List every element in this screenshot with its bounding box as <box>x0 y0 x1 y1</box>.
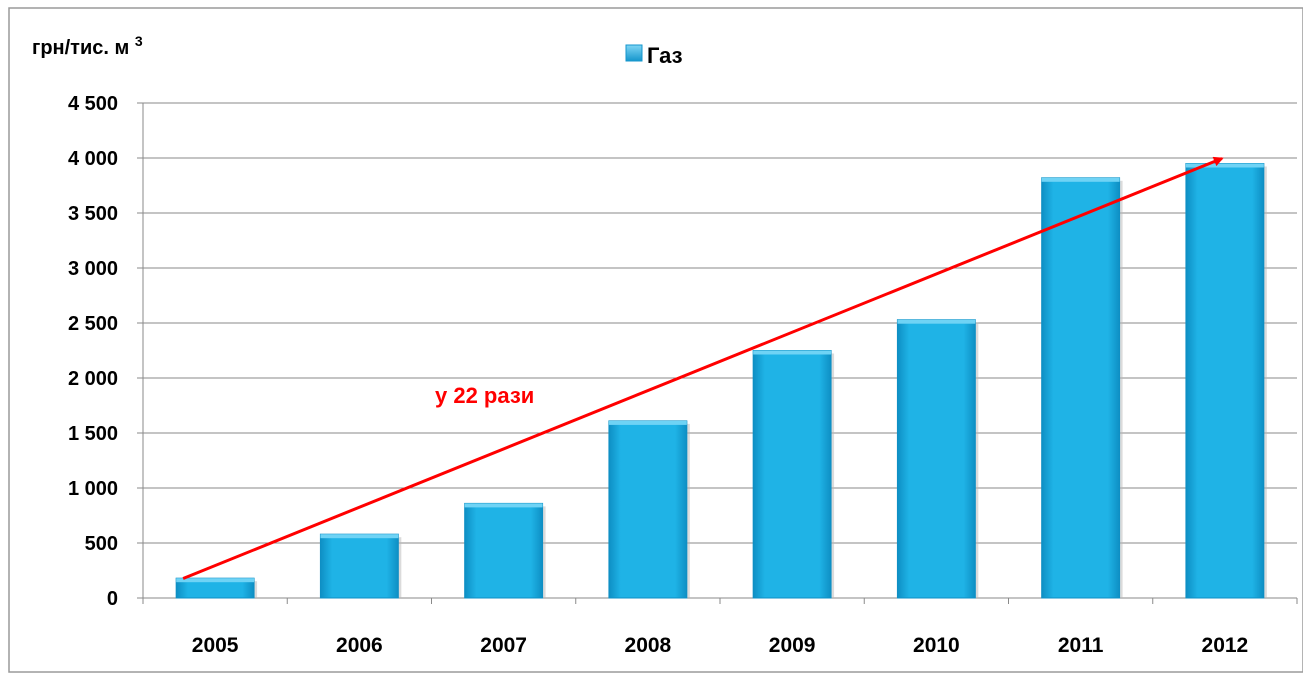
legend-swatch <box>625 44 643 62</box>
legend-label: Газ <box>647 43 683 68</box>
bar-2012 <box>1185 163 1265 599</box>
bar-2009 <box>752 350 832 599</box>
y-tick-label: 3 500 <box>68 203 118 225</box>
annotation-label: у 22 рази <box>435 383 534 408</box>
y-tick-label: 1 500 <box>68 423 118 445</box>
bar-2007 <box>464 502 544 599</box>
y-tick-label: 0 <box>107 588 118 610</box>
x-tick-label: 2008 <box>625 634 672 657</box>
x-tick-label: 2005 <box>192 634 239 657</box>
y-axis-label: грн/тис. м 3 <box>32 33 143 59</box>
y-tick-label: 2 500 <box>68 313 118 335</box>
y-tick-label: 2 000 <box>68 368 118 390</box>
gridlines <box>137 102 1297 599</box>
bar-cap <box>1041 177 1120 182</box>
x-tick-label: 2012 <box>1202 634 1249 657</box>
y-tick-labels: 0 500 1 000 1 500 2 000 2 500 3 000 3 500 4 000 4… <box>68 93 118 610</box>
trend-arrow <box>182 156 1224 580</box>
bar-2006 <box>319 533 399 599</box>
bar-cap <box>608 420 687 425</box>
legend: Газ <box>625 43 683 68</box>
y-tick-label: 4 500 <box>68 93 118 115</box>
bar-cap <box>753 350 832 355</box>
y-tick-label: 3 000 <box>68 258 118 280</box>
x-tick-label: 2007 <box>480 634 527 657</box>
bar-cap <box>897 319 976 324</box>
chart-border <box>8 7 1303 673</box>
y-tick-label: 500 <box>85 533 118 555</box>
y-tick-label: 1 000 <box>68 478 118 500</box>
trend-annotation: у 22 рази <box>182 156 1224 580</box>
x-tick-label: 2010 <box>913 634 960 657</box>
bar-cap <box>464 503 543 508</box>
x-tick-label: 2009 <box>769 634 816 657</box>
x-tick-labels: 2005 2006 2007 2008 2009 2010 2011 2012 <box>192 634 1248 657</box>
bar-2010 <box>896 319 976 599</box>
bar-cap <box>1185 163 1264 168</box>
x-tick-label: 2011 <box>1058 634 1104 657</box>
y-tick-label: 4 000 <box>68 148 118 170</box>
axes <box>142 103 1298 604</box>
bar-cap <box>320 534 399 539</box>
x-tick-label: 2006 <box>336 634 383 657</box>
bar-cap <box>176 578 255 583</box>
bar-2011 <box>1041 177 1121 599</box>
bar-2008 <box>608 420 688 599</box>
bars <box>175 163 1267 599</box>
